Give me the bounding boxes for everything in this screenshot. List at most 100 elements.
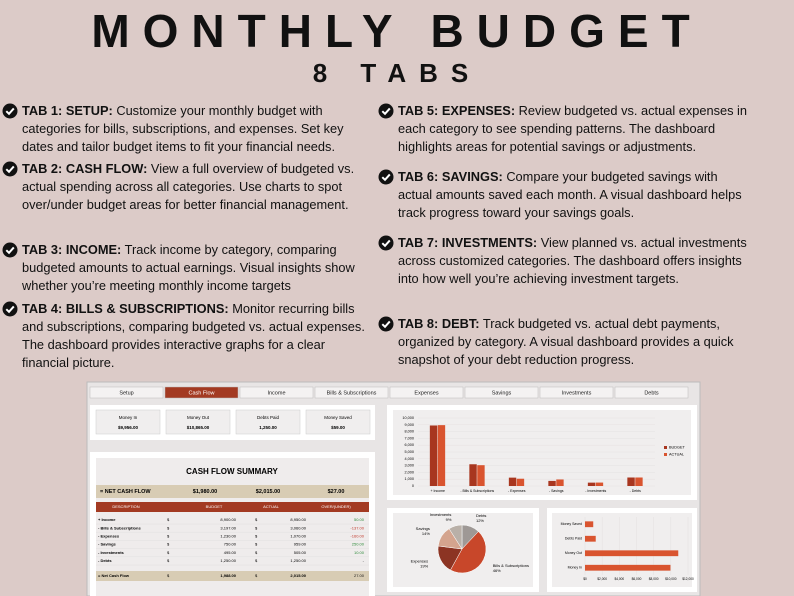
card [305, 409, 371, 435]
bar [635, 477, 643, 486]
row-label: - Savings [98, 542, 117, 547]
tab-text: Monitor recurring bills and subscription… [22, 301, 365, 370]
actual-cell: 1,250.00 [290, 558, 306, 563]
column-header: ACTUAL [263, 504, 280, 509]
currency: $ [167, 573, 170, 578]
pie-slice [450, 531, 487, 574]
sheet-tab-label: Cash Flow [189, 390, 215, 396]
sheet-tab-label: Income [267, 390, 285, 396]
budget-cell: 1,230.00 [220, 533, 236, 538]
total-row [96, 571, 369, 581]
pie-percent: 9% [446, 517, 452, 522]
currency: $ [255, 533, 258, 538]
y-tick-label: 10,000 [402, 416, 414, 420]
x-tick-label: $0 [583, 577, 587, 581]
sheet-tab-label: Expenses [414, 390, 438, 396]
card-value: $10,865.00 [187, 425, 210, 430]
currency: $ [255, 573, 258, 578]
legend-label: BUDGET [669, 446, 686, 450]
y-tick-label: Money Saved [561, 522, 582, 526]
bar [585, 535, 596, 542]
column-header: DESCRIPTION [112, 504, 139, 509]
sheet-tab [464, 386, 539, 399]
y-tick-label: Money In [568, 566, 582, 570]
actual-cell: 3,060.00 [290, 525, 306, 530]
tab-label: TAB 8: DEBT: [398, 316, 480, 331]
bar [469, 464, 477, 486]
y-tick-label: 4,000 [404, 457, 414, 461]
net-value: $1,980.00 [193, 489, 217, 495]
pie-label: Savings [416, 526, 430, 531]
x-tick-label: $6,000 [632, 577, 642, 581]
subtitle: 8 TABS [312, 58, 482, 88]
y-tick-label: 0 [412, 484, 414, 488]
over-under-cell: 10.00 [354, 550, 365, 555]
x-tick-label: $4,000 [614, 577, 624, 581]
tab-text: View planned vs. actual investments acro… [398, 235, 747, 286]
tab-item: TAB 6: SAVINGS: Compare your budgeted sa… [378, 168, 750, 222]
currency: $ [167, 558, 170, 563]
over-under-cell: 50.00 [354, 517, 365, 522]
check-icon [378, 103, 394, 119]
title: MONTHLY BUDGET [91, 5, 703, 57]
header-row [96, 502, 369, 512]
x-tick-label: - Investments [585, 489, 606, 493]
y-tick-label: 3,000 [404, 464, 414, 468]
row-label: - Debts [98, 558, 112, 563]
bar-inner [393, 410, 691, 495]
tab-item: TAB 3: INCOME: Track income by category,… [2, 241, 374, 295]
x-tick-label: - Debts [630, 489, 642, 493]
sheet-tab [239, 386, 314, 399]
bar [516, 478, 525, 486]
y-tick-label: 1,000 [404, 477, 414, 481]
card [95, 409, 161, 435]
net-value: $2,015.00 [256, 489, 280, 495]
legend-swatch [664, 446, 667, 449]
sheet-tab [389, 386, 464, 399]
legend-swatch [664, 453, 667, 456]
x-tick-label: $8,000 [649, 577, 659, 581]
over-under-cell: 250.00 [352, 542, 365, 547]
bar [508, 477, 517, 486]
actual-cell: 2,015.00 [290, 573, 306, 578]
card-label: Money Out [187, 415, 210, 420]
pie-percent: 14% [422, 531, 430, 536]
check-icon [378, 169, 394, 185]
card [235, 409, 301, 435]
x-tick-label: $2,000 [597, 577, 607, 581]
card [165, 409, 231, 435]
pie-percent: 12% [476, 518, 484, 523]
check-icon [378, 235, 394, 251]
sheet-tab [314, 386, 389, 399]
card-value: $9,956.00 [118, 425, 139, 430]
currency: $ [167, 542, 170, 547]
tab-label: TAB 5: EXPENSES: [398, 103, 516, 118]
tab-text: Track income by category, comparing budg… [22, 242, 355, 293]
over-under-cell: - [363, 558, 365, 563]
bar [585, 521, 594, 528]
net-row [96, 485, 369, 498]
card-value: $59.00 [331, 425, 345, 430]
currency: $ [167, 525, 170, 530]
budget-cell: 1,988.00 [220, 573, 236, 578]
check-icon [378, 316, 394, 332]
bar [585, 550, 679, 557]
pie-label: Bills & Subscriptions [493, 563, 529, 568]
sheet-tab-label: Savings [492, 390, 512, 396]
tab-label: TAB 7: INVESTMENTS: [398, 235, 538, 250]
bar [437, 425, 446, 486]
net-value: $27.00 [328, 489, 345, 495]
actual-cell: 505.00 [294, 550, 307, 555]
currency: $ [167, 550, 170, 555]
x-tick-label: + Income [431, 489, 446, 493]
row-label: - Investments [98, 550, 125, 555]
pie-slice [448, 524, 463, 550]
hbar-inner [552, 513, 692, 587]
card-label: Money In [119, 415, 138, 420]
x-tick-label: - Bills & Subscriptions [460, 489, 494, 493]
bar [587, 482, 596, 486]
tab-text: Compare your budgeted savings with actua… [398, 169, 742, 220]
tab-label: TAB 6: SAVINGS: [398, 169, 503, 184]
bar [585, 564, 671, 571]
